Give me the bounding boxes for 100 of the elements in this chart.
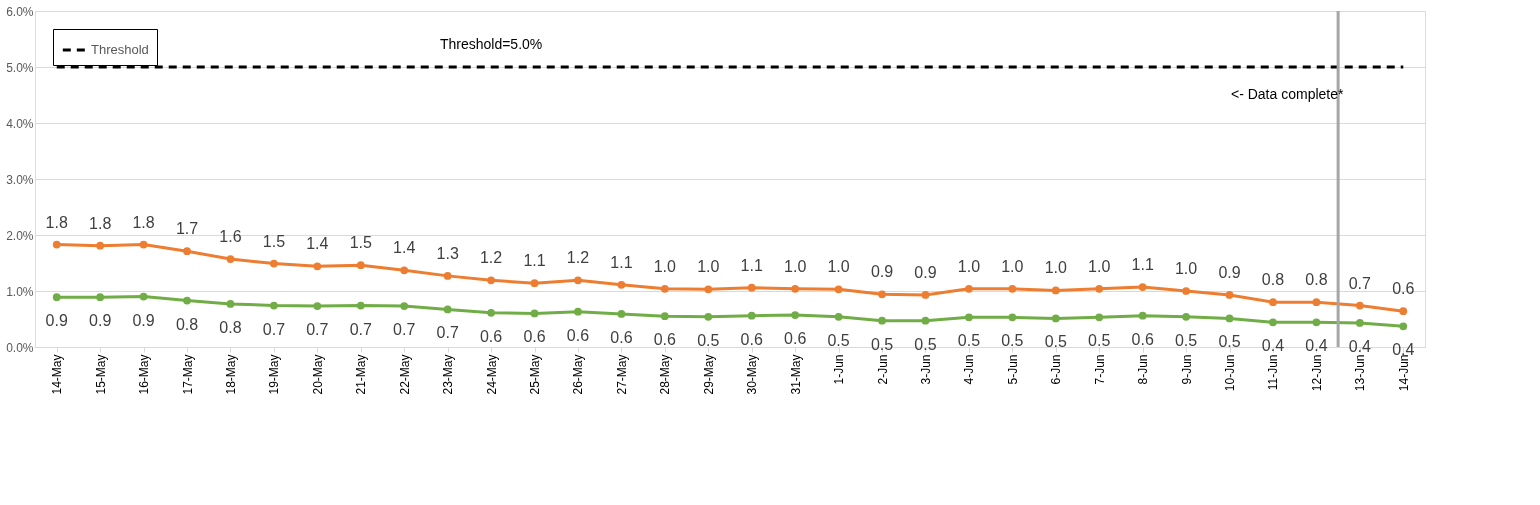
annotation: <- Data complete* — [1231, 86, 1344, 102]
legend-label: Threshold — [91, 42, 149, 57]
x-tick-label: 25-May — [528, 354, 543, 395]
y-tick-label: 2.0% — [6, 228, 34, 243]
data-label: 0.6 — [740, 330, 763, 348]
data-label: 0.6 — [566, 326, 590, 344]
point — [878, 290, 886, 299]
point — [660, 312, 669, 321]
data-label: 0.7 — [436, 324, 459, 342]
data-label: 0.5 — [827, 331, 850, 349]
point — [52, 293, 61, 302]
data-label: 1.8 — [45, 213, 68, 231]
point — [183, 296, 191, 305]
point — [747, 283, 756, 292]
data-label: 0.9 — [914, 263, 937, 281]
data-label: 0.6 — [610, 328, 633, 346]
point — [1269, 318, 1277, 327]
data-label: 1.0 — [784, 257, 807, 275]
x-tick-label: 3-Jun — [918, 354, 933, 385]
data-label: 0.6 — [1131, 330, 1154, 348]
data-label: 1.8 — [132, 213, 155, 231]
point — [1008, 284, 1017, 293]
y-tick-label: 5.0% — [6, 60, 34, 75]
data-label: 1.0 — [1044, 259, 1067, 277]
data-label: 0.9 — [1218, 263, 1241, 281]
point — [1138, 283, 1147, 291]
point — [617, 280, 626, 289]
point — [1399, 322, 1408, 331]
data-label: 0.8 — [219, 318, 242, 336]
data-label: 0.4 — [1348, 337, 1372, 355]
point — [1095, 284, 1104, 293]
x-tick-label: 23-May — [441, 354, 456, 395]
data-label: 1.4 — [393, 239, 416, 257]
point — [400, 266, 409, 275]
point — [617, 310, 626, 318]
data-label: 1.4 — [306, 235, 329, 253]
data-label: 0.5 — [957, 332, 981, 350]
point — [356, 261, 365, 270]
point — [270, 301, 278, 310]
data-label: 0.9 — [45, 312, 68, 330]
data-label: 0.4 — [1305, 337, 1328, 355]
x-tick-label: 17-May — [180, 354, 195, 395]
data-label: 1.5 — [349, 234, 372, 252]
data-label: 0.7 — [306, 321, 329, 339]
point — [1225, 291, 1234, 299]
point — [52, 240, 61, 249]
data-label: 0.5 — [1001, 332, 1024, 350]
data-label: 1.0 — [1174, 260, 1198, 277]
data-label: 0.5 — [870, 335, 894, 353]
x-tick-label: 19-May — [267, 354, 282, 395]
data-label: 1.0 — [697, 258, 720, 276]
point — [313, 302, 322, 310]
data-label: 0.4 — [1261, 337, 1285, 355]
point — [356, 301, 365, 310]
point — [921, 291, 930, 299]
data-label: 0.8 — [1305, 271, 1328, 289]
point — [704, 312, 713, 321]
point — [313, 262, 322, 271]
data-label: 1.0 — [1001, 257, 1024, 275]
x-tick-label: 8-Jun — [1136, 354, 1151, 385]
data-label: 0.5 — [1088, 332, 1111, 350]
point — [574, 307, 582, 316]
data-label: 0.9 — [132, 311, 155, 329]
point — [1182, 287, 1190, 295]
point — [1095, 313, 1104, 322]
x-tick-label: 4-Jun — [962, 354, 977, 385]
x-tick-label: 31-May — [788, 354, 803, 395]
point — [834, 312, 843, 321]
data-label: 1.0 — [957, 257, 981, 275]
point — [1138, 311, 1147, 320]
data-label: 1.1 — [523, 252, 546, 270]
point — [921, 316, 930, 325]
x-tick-label: 16-May — [137, 354, 152, 395]
data-label: 1.0 — [1088, 257, 1111, 275]
point — [791, 311, 800, 319]
point — [965, 284, 973, 293]
point — [400, 302, 409, 310]
point — [443, 305, 452, 314]
data-label: 1.2 — [479, 249, 503, 267]
data-label: 1.2 — [566, 249, 590, 267]
data-label: 1.1 — [1131, 256, 1154, 274]
point — [226, 255, 235, 263]
data-label: 1.7 — [175, 220, 199, 238]
x-tick-label: 11-Jun — [1266, 354, 1281, 391]
point — [791, 284, 800, 293]
point — [487, 276, 495, 285]
point — [1399, 307, 1408, 316]
x-tick-label: 21-May — [354, 354, 369, 395]
y-tick-label: 0.0% — [6, 340, 34, 355]
point — [1355, 319, 1364, 327]
y-tick-label: 6.0% — [6, 4, 34, 19]
data-label: 0.7 — [1348, 274, 1372, 292]
data-label: 0.7 — [393, 321, 416, 339]
y-tick-label: 3.0% — [6, 172, 34, 187]
point — [530, 309, 539, 318]
point — [878, 316, 886, 325]
point — [96, 241, 105, 250]
point — [660, 284, 669, 293]
data-label: 0.5 — [1218, 333, 1241, 351]
data-label: 0.5 — [1174, 331, 1198, 349]
